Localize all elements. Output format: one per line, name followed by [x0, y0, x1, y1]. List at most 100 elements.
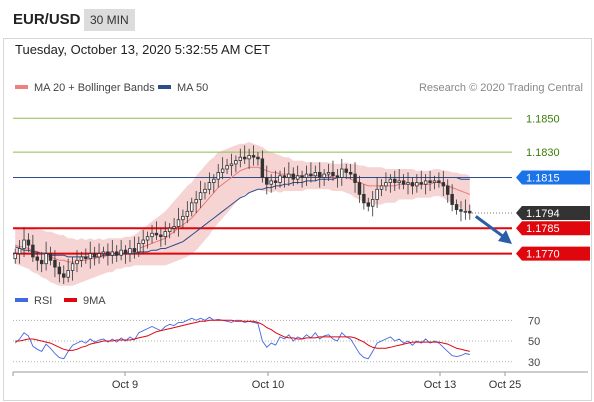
candle-body	[322, 173, 326, 178]
timestamp: Tuesday, October 13, 2020 5:32:55 AM CET	[15, 42, 271, 57]
candle-body	[335, 175, 340, 178]
candle-body	[128, 248, 132, 254]
candle-body	[401, 180, 406, 185]
candle-body	[437, 180, 441, 183]
level-label: 1.1850	[526, 113, 560, 125]
bollinger-band-area	[15, 142, 470, 286]
candle-body	[247, 155, 251, 160]
candle-body	[441, 182, 446, 187]
candle-body	[137, 243, 141, 253]
candle-body	[150, 232, 154, 238]
candle-body	[79, 256, 84, 261]
candle-body	[313, 171, 318, 177]
candle-body	[282, 175, 287, 178]
candle-body	[154, 232, 159, 236]
candle-body	[344, 168, 348, 173]
candle-body	[384, 182, 388, 187]
candle-body	[141, 239, 145, 244]
candle-body	[101, 251, 106, 254]
level-label: 1.1770	[526, 249, 560, 261]
candle-body	[454, 204, 459, 210]
candle-body	[212, 178, 216, 183]
candle-body	[406, 182, 410, 185]
candle-body	[110, 251, 115, 256]
candle-body	[393, 178, 397, 183]
candle-body	[423, 180, 428, 185]
candle-body	[357, 182, 362, 195]
candle-body	[459, 209, 463, 212]
candle-body	[318, 171, 322, 178]
candle-body	[234, 160, 238, 165]
candle-body	[238, 156, 243, 161]
instrument-label: EUR/USD	[13, 11, 81, 28]
candle-body	[163, 231, 167, 238]
candle-body	[348, 171, 353, 175]
level-tag	[516, 205, 590, 220]
candle-body	[468, 210, 472, 214]
legend-bollinger: MA 20 + Bollinger Bands	[34, 82, 155, 94]
candle-body	[379, 185, 384, 190]
x-tick-label: Oct 10	[252, 379, 284, 391]
candle-body	[31, 244, 35, 258]
candle-body	[132, 248, 137, 253]
candle-body	[53, 259, 57, 268]
candle-body	[62, 273, 66, 278]
candle-body	[251, 155, 256, 158]
candle-body	[119, 249, 123, 256]
candle-body	[75, 259, 79, 265]
timeframe-badge[interactable]: 30 MIN	[84, 9, 135, 31]
level-label: 1.1815	[526, 172, 560, 184]
candle-body	[48, 253, 53, 261]
candle-body	[463, 210, 468, 213]
forecast-arrow-shaft	[474, 215, 505, 239]
x-tick-label: Oct 9	[112, 379, 138, 391]
candle-body	[57, 266, 62, 275]
candle-body	[114, 251, 119, 256]
candle-body	[278, 175, 282, 183]
candle-body	[375, 188, 379, 200]
legend-swatch-rsi-ma	[64, 298, 77, 302]
candle-body	[194, 199, 198, 204]
candle-body	[300, 175, 304, 178]
candle-body	[291, 173, 295, 180]
candle-body	[410, 182, 415, 187]
candle-body	[419, 182, 423, 185]
candle-body	[287, 173, 291, 178]
candle-body	[26, 239, 31, 246]
candle-body	[190, 202, 194, 212]
level-tag	[516, 246, 590, 261]
candle-body	[92, 253, 97, 258]
candle-body	[123, 249, 128, 254]
candle-body	[340, 168, 344, 178]
rsi-tick-label: 70	[528, 315, 540, 327]
candle-body	[176, 219, 181, 227]
candle-body	[260, 158, 265, 178]
candle-body	[229, 163, 234, 167]
level-tag	[516, 221, 590, 236]
legend-ma50: MA 50	[177, 82, 208, 94]
candle-body	[22, 239, 26, 249]
candle-body	[88, 253, 92, 260]
candle-body	[172, 226, 176, 229]
candle-body	[167, 227, 172, 232]
candle-body	[97, 253, 101, 258]
candle-body	[70, 263, 75, 271]
candle-body	[370, 199, 375, 207]
candle-body	[362, 193, 366, 204]
candle-body	[198, 192, 203, 200]
legend-swatch-bollinger	[15, 85, 28, 89]
candle-body	[304, 173, 309, 178]
candle-body	[295, 175, 300, 180]
candle-body	[326, 171, 331, 175]
rsi-tick-label: 30	[528, 357, 540, 369]
candle-body	[220, 168, 225, 173]
candle-body	[159, 234, 163, 238]
forecast-arrow-head	[498, 230, 512, 245]
chart-header: EUR/USD 30 MIN	[0, 0, 594, 40]
candle-body	[207, 182, 212, 190]
candle-body	[415, 182, 419, 187]
candle-body	[428, 180, 432, 183]
level-label: 1.1785	[526, 223, 560, 235]
candle-body	[446, 185, 450, 195]
